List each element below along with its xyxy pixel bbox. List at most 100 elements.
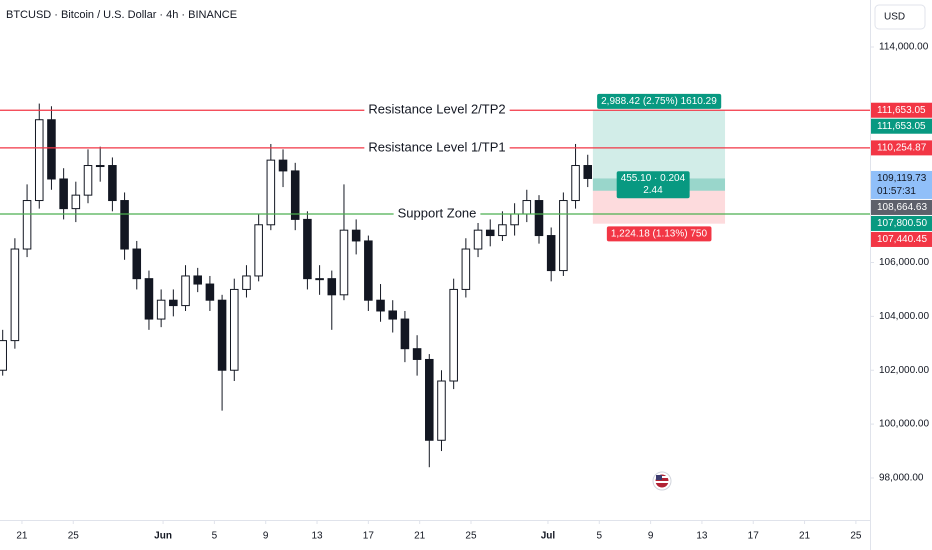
candle-body [217,299,227,371]
position-label: 455.10 · 0.204 [621,173,686,184]
x-tick-label: 17 [363,531,375,542]
level-label-bg [393,204,481,223]
position-label-bg [597,93,722,109]
candle-body [59,178,68,210]
candle-body [461,248,471,290]
candle-body [144,278,154,320]
price-tag-label: 110,254.87 [877,143,927,154]
x-tick-label: 9 [263,531,269,542]
candle-body [425,358,434,441]
currency: USD [884,12,905,23]
candle-body [571,165,580,202]
price-tag-label: 111,653.05 [877,121,926,132]
candle-body [534,200,544,237]
currency-button[interactable] [874,4,926,30]
candle-body [193,275,202,285]
candle-body [169,299,178,307]
candle-body [10,248,20,342]
candle-body [22,200,32,250]
chart-title: BTCUSD · Bitcoin / U.S. Dollar · 4h · BI… [6,9,237,21]
price-tag [871,170,932,199]
candle-body [559,200,568,272]
x-tick-label: 5 [597,531,603,542]
price-tag-label: 107,800.50 [877,218,927,229]
candle-body [449,288,458,382]
position-label-bg [616,171,690,199]
level-label: Resistance Level 1/TP1 [368,139,505,154]
candle-body [510,213,519,226]
y-tick-label: 106,000.00 [879,257,929,268]
candle-body [315,278,324,281]
position-label: 2.44 [643,185,663,196]
candle-body [522,200,532,215]
candle-body [583,165,593,179]
event-flag-canton [656,475,662,480]
x-tick-label: Jul [541,531,556,542]
candle-body [242,275,251,290]
candle-body [498,224,507,237]
candle-body [473,229,483,250]
x-tick-label: Jun [154,531,172,542]
position-label-bg [606,226,712,242]
candle-body [376,299,385,312]
candle-body [388,310,398,320]
candle-body [364,240,373,301]
candle-body [0,340,7,371]
y-tick-label: 102,000.00 [879,365,929,376]
candle-body [327,278,337,296]
price-tag [871,140,932,156]
candle-body [108,165,117,202]
x-tick-label: 25 [465,531,477,542]
candle-body [156,299,166,320]
level-label-bg [364,138,510,157]
x-tick-label: 21 [799,531,811,542]
price-tag-label: 107,440.45 [877,234,927,245]
level-label-bg [364,101,510,120]
x-tick-label: 21 [16,531,28,542]
candle-body [351,229,361,242]
candle-body [205,283,215,301]
price-tag [871,199,932,215]
position-label: 1,224.18 (1.13%) 750 [611,228,708,239]
y-tick-label: 114,000.00 [879,42,929,53]
candle-body [47,119,56,180]
y-tick-label: 98,000.00 [879,473,924,484]
candle-body [95,165,105,168]
candle-body [229,288,239,371]
price-tag-label: 109,119.73 [877,173,927,184]
position-label: 2,988.42 (2.75%) 1610.29 [601,96,717,107]
price-tag [871,215,932,231]
x-tick-label: 9 [648,531,654,542]
price-tag [871,231,932,247]
candle-body [83,165,93,196]
x-tick-label: 13 [311,531,323,542]
candle-body [132,248,142,280]
x-tick-label: 25 [68,531,80,542]
x-tick-label: 5 [212,531,218,542]
candle-body [412,348,422,360]
x-tick-label: 21 [414,531,426,542]
y-tick-label: 100,000.00 [879,419,929,430]
price-tag [871,102,932,118]
event-flag-stripe [655,481,669,483]
candle-body [290,170,300,220]
candle-body [266,159,276,226]
candle-body [339,229,349,296]
x-tick-label: 13 [696,531,708,542]
price-tag-label: 111,653.05 [877,105,926,116]
candle-body [278,159,288,172]
level-label: Resistance Level 2/TP2 [368,102,505,117]
candle-body [400,318,410,350]
candle-body [34,119,44,202]
x-tick-label: 17 [748,531,760,542]
x-tick-label: 25 [850,531,862,542]
y-tick-label: 104,000.00 [879,311,929,322]
position-tool [592,110,726,224]
level-label: Support Zone [398,205,477,220]
candle-body [181,275,190,307]
candle-body [485,229,495,237]
candle-body [303,218,312,280]
